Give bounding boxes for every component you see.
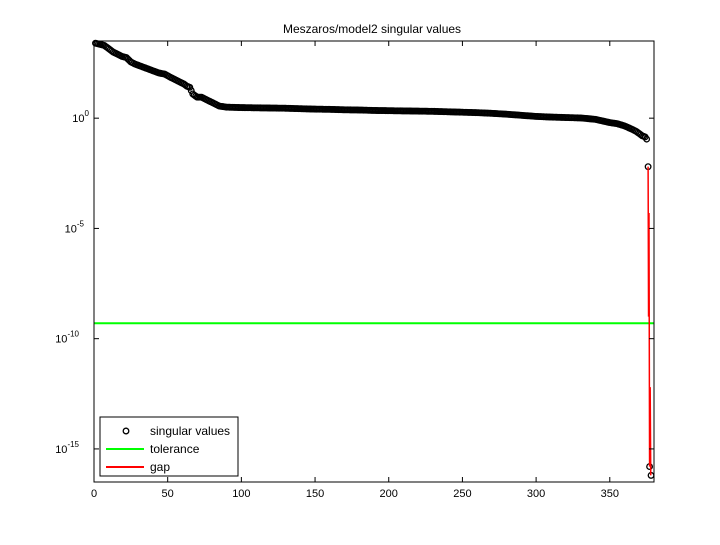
y-tick-label: 10-10 (55, 330, 79, 346)
x-tick-label: 250 (453, 488, 471, 500)
legend-item-gap-label: gap (150, 460, 170, 474)
x-tick-label: 200 (380, 488, 398, 500)
legend: singular values tolerance gap (99, 416, 239, 477)
y-tick-label: 10-15 (55, 440, 79, 456)
chart-title: Meszaros/model2 singular values (283, 22, 461, 36)
x-tick-label: 150 (306, 488, 324, 500)
singular-value-point (643, 135, 651, 143)
x-tick-label: 300 (527, 488, 545, 500)
y-tick-label: 100 (72, 109, 89, 125)
singular-value-point (186, 83, 194, 91)
gap-line (647, 166, 652, 476)
legend-item-singular-values-marker (122, 427, 130, 435)
axes-box (93, 40, 655, 483)
x-tick-label: 100 (232, 488, 250, 500)
x-tick-label: 50 (162, 488, 174, 500)
y-tick-label: 10-5 (65, 219, 85, 235)
plot-area (92, 39, 655, 479)
x-tick-label: 0 (91, 488, 97, 500)
legend-item-singular-values-label: singular values (150, 424, 230, 438)
legend-item-tolerance-label: tolerance (150, 442, 200, 456)
axes: 0 50 100 150 200 250 300 350 100 10-5 10-10 10-15 (55, 40, 655, 500)
x-tick-label: 350 (601, 488, 619, 500)
